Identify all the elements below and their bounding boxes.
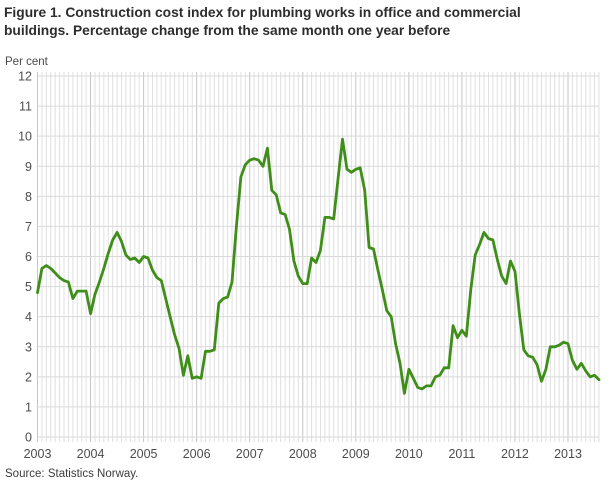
- x-tick-label: 2013: [554, 447, 582, 461]
- x-axis-labels: 2003 2004 2005 2006 2007 2008 2009 2010 2011 2012…: [24, 447, 582, 461]
- x-tick-label: 2004: [77, 447, 105, 461]
- x-tick-label: 2010: [395, 447, 423, 461]
- y-tick-label: 2: [25, 370, 32, 384]
- x-tick-label: 2012: [501, 447, 529, 461]
- x-tick-label: 2005: [130, 447, 158, 461]
- x-tick-label: 2008: [289, 447, 317, 461]
- y-tick-label: 10: [18, 130, 32, 144]
- data-line: [36, 137, 601, 395]
- y-tick-label: 11: [19, 100, 32, 114]
- chart-title: Figure 1. Construction cost index for pl…: [4, 4, 606, 40]
- y-axis-unit-label: Per cent: [5, 56, 48, 68]
- y-tick-label: 4: [25, 310, 32, 324]
- source-note: Source: Statistics Norway.: [5, 468, 139, 480]
- x-tick-label: 2006: [183, 447, 211, 461]
- y-tick-label: 5: [25, 280, 32, 294]
- y-tick-label: 1: [25, 400, 32, 414]
- y-tick-label: 6: [25, 250, 32, 264]
- chart-title-line2: buildings. Percentage change from the sa…: [4, 23, 451, 38]
- horizontal-gridlines: [36, 75, 599, 438]
- chart-title-line1: Figure 1. Construction cost index for pl…: [4, 5, 521, 20]
- y-tick-label: 8: [25, 190, 32, 204]
- y-tick-label: 7: [25, 220, 32, 234]
- x-tick-label: 2011: [448, 447, 475, 461]
- y-tick-label: 0: [25, 431, 32, 445]
- y-tick-label: 12: [18, 70, 32, 84]
- y-tick-label: 3: [25, 340, 32, 354]
- x-tick-label: 2003: [24, 447, 52, 461]
- x-tick-label: 2007: [236, 447, 264, 461]
- x-tick-label: 2009: [342, 447, 370, 461]
- y-tick-label: 9: [25, 160, 32, 174]
